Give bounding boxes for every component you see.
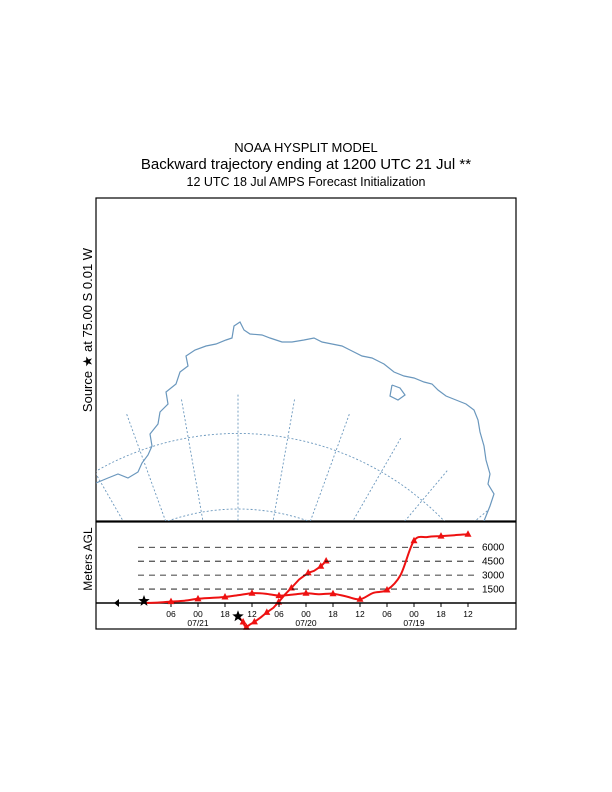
- time-tick-label: 18: [328, 609, 338, 619]
- height-level-label: 4500: [482, 557, 505, 568]
- time-axis-arrow: [114, 599, 119, 607]
- latitude-label: -80: [239, 648, 255, 660]
- height-frame: [95, 521, 517, 630]
- time-tick-label: 18: [436, 609, 446, 619]
- date-label: 07/19: [403, 618, 425, 628]
- time-tick-label: 00: [301, 609, 311, 619]
- parallel-line: [99, 581, 377, 720]
- height-trajectory-line: [114, 530, 472, 607]
- meridian-line: [241, 608, 544, 718]
- time-axis-ticks: 06 00 18 12 06 00 18 12 06 00 18 12: [166, 603, 473, 619]
- height-trajectory-marker: [383, 585, 391, 593]
- map-trajectory-marker: [250, 617, 258, 625]
- meridian-label: 10: [253, 590, 265, 602]
- trajectory-subtitle: Backward trajectory ending at 1200 UTC 2…: [140, 156, 472, 173]
- height-trajectory-marker: [464, 530, 472, 537]
- height-trajectory-marker: [221, 592, 229, 600]
- meridian-line: [241, 557, 520, 718]
- map-trajectory-marker: [263, 608, 271, 615]
- date-label: 07/21: [187, 618, 209, 628]
- meridian-line: [126, 413, 167, 521]
- time-tick-label: 00: [409, 609, 419, 619]
- parallel-line: [96, 432, 445, 521]
- time-tick-label: 06: [166, 609, 176, 619]
- height-level-label: 6000: [482, 543, 505, 554]
- coastline-inlet: [389, 384, 406, 401]
- height-trajectory-marker: [248, 589, 256, 596]
- meridian-line: [28, 470, 235, 717]
- map-trajectory-marker: [239, 618, 247, 625]
- meridian-line: [272, 398, 296, 521]
- map-panel: -20-100102030405060-60-80: [28, 197, 544, 720]
- height-trajectory-marker: [194, 594, 202, 602]
- map-trajectory-marker: [317, 562, 325, 569]
- height-trajectory-marker: [410, 536, 418, 544]
- height-trajectory-marker: [329, 589, 337, 597]
- meridian-line: [404, 469, 448, 521]
- meridian-label: 50: [326, 632, 338, 644]
- height-level-label: 1500: [482, 585, 505, 596]
- time-tick-label: 18: [220, 609, 230, 619]
- initialization-line: 12 UTC 18 Jul AMPS Forecast Initializati…: [186, 175, 426, 189]
- height-trajectory-marker: [302, 589, 310, 596]
- meridian-line: [96, 473, 124, 521]
- date-label: 07/20: [295, 618, 317, 628]
- map-trajectory-marker: [322, 557, 330, 564]
- map-trajectory-marker: [242, 623, 250, 630]
- date-labels: 07/21 07/20 07/19: [187, 618, 425, 628]
- height-panel: 1500 3000 4500 6000 06 00 18 12 06 00 18 12 06 00 18 1…: [95, 521, 517, 630]
- parallel-line: [169, 651, 307, 720]
- meridian-line: [180, 398, 204, 521]
- meridian-label: 60: [338, 650, 350, 662]
- source-star-marker: [232, 610, 244, 622]
- height-trajectory-marker: [275, 591, 283, 599]
- height-level-lines: 1500 3000 4500 6000: [138, 543, 505, 596]
- coastline: [96, 321, 495, 521]
- map-trajectory-marker: [304, 568, 312, 576]
- time-tick-label: 12: [355, 609, 365, 619]
- time-tick-label: 12: [247, 609, 257, 619]
- model-title: NOAA HYSPLIT MODEL: [234, 140, 378, 155]
- map-frame: [95, 197, 517, 522]
- meridian-line: [309, 413, 350, 521]
- time-tick-label: 12: [463, 609, 473, 619]
- time-tick-label: 00: [193, 609, 203, 619]
- height-trajectory-marker: [167, 597, 175, 605]
- height-source-star: [138, 595, 150, 606]
- graticule: [28, 393, 544, 720]
- height-trajectory-marker: [356, 595, 364, 602]
- height-trajectory-marker: [437, 532, 445, 539]
- meridian-line: [352, 437, 402, 521]
- time-tick-label: 06: [382, 609, 392, 619]
- time-tick-label: 06: [274, 609, 284, 619]
- height-level-label: 3000: [482, 571, 505, 582]
